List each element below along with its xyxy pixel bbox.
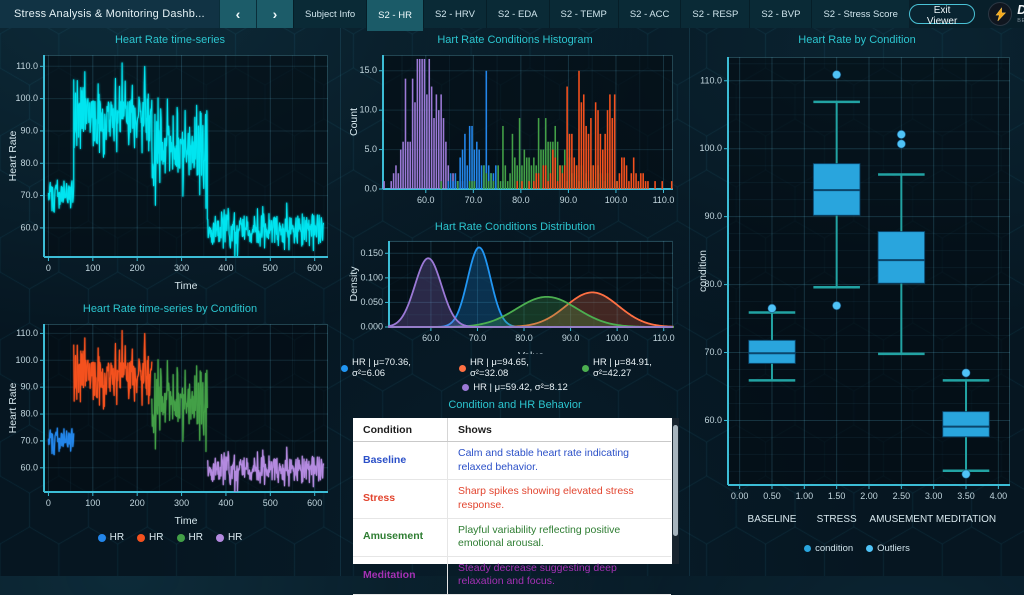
nav-prev-button[interactable]: ‹	[219, 0, 256, 28]
legend-dot-icon	[462, 384, 469, 391]
legend-dot-icon	[804, 545, 811, 552]
hr-timeseries-by-condition-chart[interactable]	[2, 318, 338, 530]
exit-viewer-button[interactable]: Exit Viewer	[909, 4, 975, 24]
nav-next-button[interactable]: ›	[256, 0, 293, 28]
table-column-header: Condition	[353, 418, 448, 442]
brand-text: Dashtera™ BETA0.8.5	[1017, 4, 1024, 24]
legend-label: HR | μ=59.42, σ²=8.12	[473, 382, 568, 393]
brand-name: Dashtera	[1017, 3, 1024, 17]
chart-title-distribution: Hart Rate Conditions Distribution	[341, 215, 689, 236]
legend-label: Outliers	[877, 543, 910, 554]
table-cell-shows: Calm and stable heart rate indicating re…	[448, 442, 672, 480]
lightning-bolt-icon	[988, 2, 1012, 26]
table-cell-condition: Amusement	[353, 518, 448, 556]
tab-s2-hrv[interactable]: S2 - HRV	[423, 0, 486, 28]
legend-label: HR	[189, 532, 203, 543]
legend-item[interactable]: HR	[216, 532, 242, 543]
legend-item[interactable]: HR	[137, 532, 163, 543]
legend-item[interactable]: Outliers	[866, 543, 910, 554]
hr-timeseries-chart[interactable]	[2, 49, 338, 297]
legend-item[interactable]: HR | μ=70.36, σ²=6.06	[341, 357, 443, 379]
tab-s2-acc[interactable]: S2 - ACC	[618, 0, 681, 28]
chevron-right-icon: ›	[273, 6, 278, 22]
scrollbar-thumb[interactable]	[673, 425, 678, 536]
legend-dot-icon	[459, 365, 466, 372]
legend-dot-icon	[582, 365, 589, 372]
chart-title-hr-timeseries-by-condition: Heart Rate time-series by Condition	[0, 297, 340, 318]
tab-subject-info[interactable]: Subject Info	[293, 0, 366, 28]
legend-label: HR	[110, 532, 124, 543]
brand-beta: BETA	[1017, 19, 1024, 25]
middle-column: Hart Rate Conditions Histogram Hart Rate…	[340, 28, 690, 576]
dashboard-title: Stress Analysis & Monitoring Dashb...	[0, 0, 219, 28]
dashboard-body: Heart Rate time-series Heart Rate time-s…	[0, 28, 1024, 576]
left-column: Heart Rate time-series Heart Rate time-s…	[0, 28, 340, 576]
distribution-legend: HR | μ=70.36, σ²=6.06 HR | μ=94.65, σ²=32…	[341, 354, 689, 393]
tab-s2-eda[interactable]: S2 - EDA	[486, 0, 549, 28]
table-cell-shows: Sharp spikes showing elevated stress res…	[448, 480, 672, 518]
boxplot-legend: condition Outliers	[690, 541, 1024, 554]
hr-boxplot-chart[interactable]	[692, 49, 1022, 541]
table-cell-condition: Baseline	[353, 442, 448, 480]
legend-dot-icon	[137, 534, 145, 542]
table-cell-shows: Playful variability reflecting positive …	[448, 518, 672, 556]
tab-s2-hr[interactable]: S2 - HR	[366, 0, 423, 31]
legend-item[interactable]: HR	[98, 532, 124, 543]
legend-item[interactable]: HR | μ=84.91, σ²=42.27	[582, 357, 689, 379]
dashtera-logo: Dashtera™ BETA0.8.5	[988, 0, 1024, 28]
legend-label: HR | μ=94.65, σ²=32.08	[470, 357, 566, 379]
chart-title-boxplot: Heart Rate by Condition	[690, 28, 1024, 49]
tab-s2-resp[interactable]: S2 - RESP	[680, 0, 749, 28]
legend-dot-icon	[341, 365, 348, 372]
legend-dot-icon	[866, 545, 873, 552]
legend-dot-icon	[216, 534, 224, 542]
legend-dot-icon	[177, 534, 185, 542]
tab-s2-temp[interactable]: S2 - TEMP	[549, 0, 618, 28]
tab-s2-stress-score[interactable]: S2 - Stress Score	[811, 0, 908, 28]
right-column: Heart Rate by Condition condition Outlier…	[690, 28, 1024, 576]
hr-histogram-chart[interactable]	[343, 49, 687, 215]
top-bar: Stress Analysis & Monitoring Dashb... ‹ …	[0, 0, 1024, 28]
hr-distribution-chart[interactable]	[343, 236, 687, 354]
chart-title-histogram: Hart Rate Conditions Histogram	[341, 28, 689, 49]
table-scrollbar[interactable]	[672, 418, 679, 564]
tab-s2-bvp[interactable]: S2 - BVP	[749, 0, 811, 28]
legend-item[interactable]: HR	[177, 532, 203, 543]
table-column-header: Shows	[448, 418, 672, 442]
table-cell-condition: Meditation	[353, 556, 448, 594]
table-title: Condition and HR Behavior	[341, 393, 689, 414]
legend-item[interactable]: HR | μ=94.65, σ²=32.08	[459, 357, 566, 379]
timeseries-condition-legend: HR HR HR HR	[0, 530, 340, 543]
chevron-left-icon: ‹	[236, 6, 241, 22]
legend-label: HR | μ=70.36, σ²=6.06	[352, 357, 443, 379]
legend-label: HR	[149, 532, 163, 543]
legend-label: HR | μ=84.91, σ²=42.27	[593, 357, 689, 379]
legend-dot-icon	[98, 534, 106, 542]
legend-item[interactable]: HR | μ=59.42, σ²=8.12	[462, 382, 568, 393]
table-cell-shows: Steady decrease suggesting deep relaxati…	[448, 556, 672, 594]
legend-label: HR	[228, 532, 242, 543]
legend-item[interactable]: condition	[804, 543, 853, 554]
legend-label: condition	[815, 543, 853, 554]
chart-title-hr-timeseries: Heart Rate time-series	[0, 28, 340, 49]
table-cell-condition: Stress	[353, 480, 448, 518]
